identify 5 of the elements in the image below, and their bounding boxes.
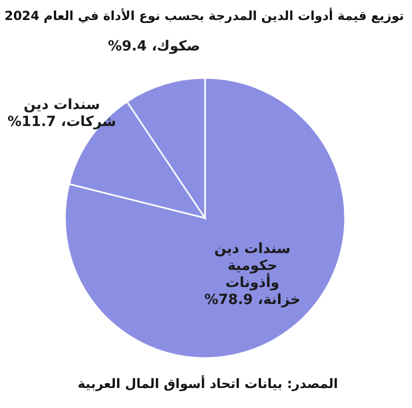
slice-label: سندات دين شركات، 11.7% [7, 96, 116, 130]
chart-title: توزيع قيمة أدوات الدين المدرجة بحسب نوع الأداة في العام 2024 [4, 7, 404, 24]
slice-label: صكوك، 9.4% [108, 38, 200, 55]
text: المصدر: بيانات اتحاد أسواق المال العربية [78, 375, 338, 392]
slice-label: سندات دين حكومية وأذونات خزانة، 78.9% [204, 241, 300, 308]
